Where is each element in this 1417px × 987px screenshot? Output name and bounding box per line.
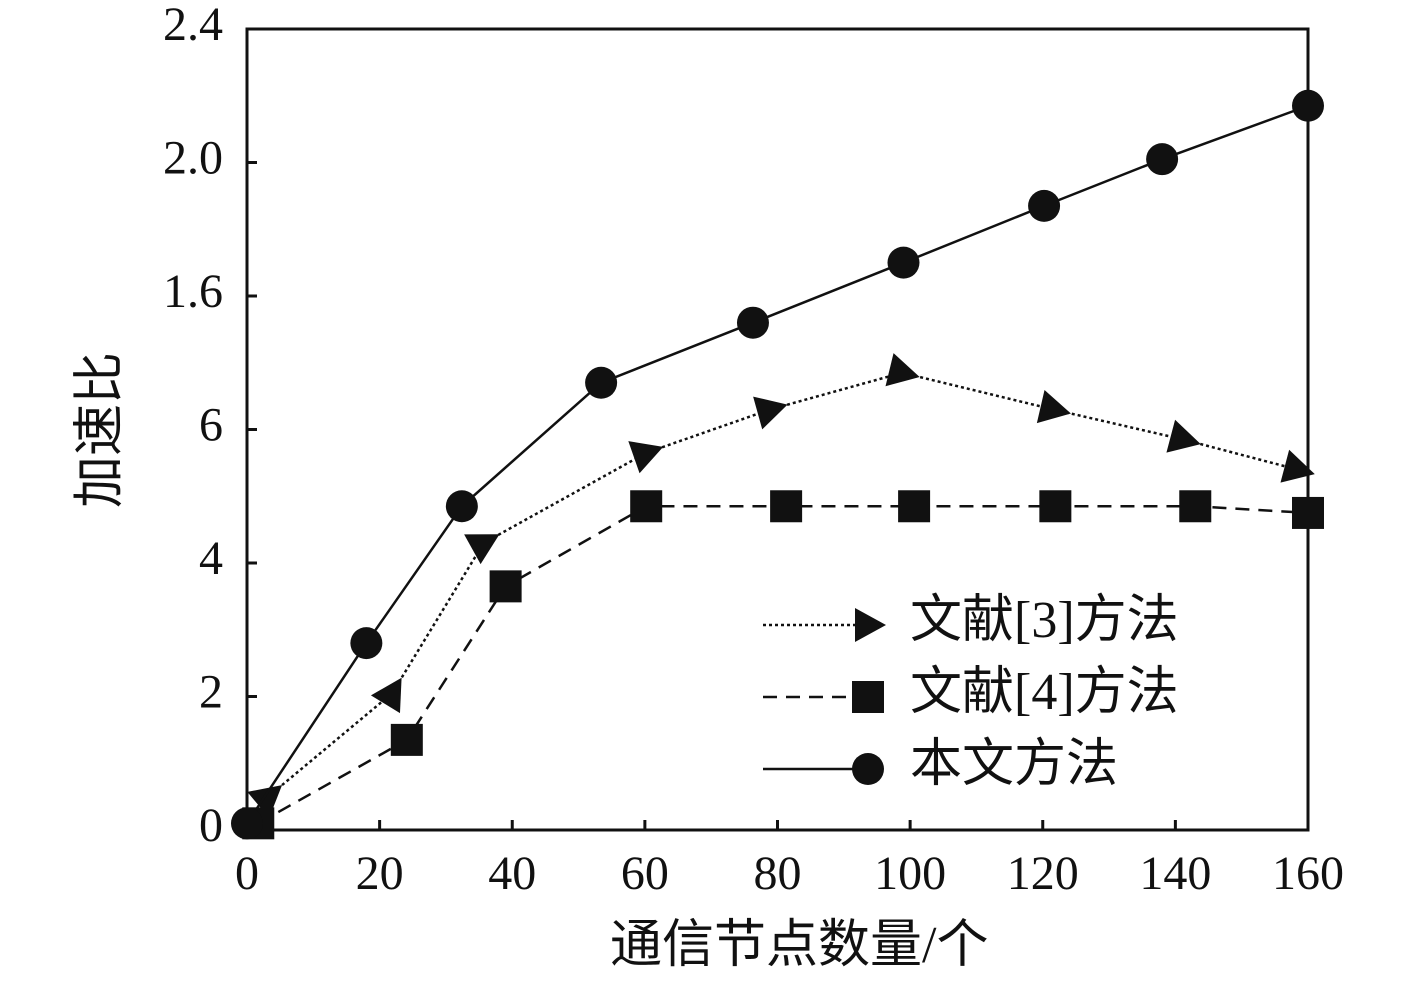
- marker: [247, 785, 283, 819]
- marker: [628, 441, 664, 474]
- marker: [1166, 419, 1201, 453]
- x-tick-label: 100: [874, 847, 946, 900]
- marker: [445, 490, 478, 523]
- marker: [1179, 490, 1212, 523]
- x-tick-label: 40: [488, 847, 536, 900]
- legend-label: 文献[3]方法: [910, 592, 1179, 649]
- legend-label: 文献[4]方法: [910, 664, 1179, 721]
- legend-label: 本文方法: [910, 736, 1118, 793]
- marker: [585, 366, 618, 399]
- marker: [1028, 189, 1061, 222]
- marker: [887, 246, 920, 279]
- y-tick-label: 2: [199, 666, 223, 719]
- x-tick-label: 60: [621, 847, 669, 900]
- marker: [852, 753, 884, 785]
- y-tick-label: 0: [199, 799, 223, 852]
- y-axis-label: 加速比: [72, 352, 129, 508]
- marker: [770, 490, 803, 523]
- marker: [1292, 89, 1324, 122]
- y-tick-label: 2.4: [163, 0, 223, 51]
- marker: [736, 306, 769, 339]
- marker: [898, 490, 931, 523]
- y-tick-label: 1.6: [163, 265, 223, 318]
- x-tick-label: 80: [754, 847, 802, 900]
- x-tick-label: 120: [1007, 847, 1079, 900]
- marker: [1146, 143, 1179, 176]
- marker: [370, 677, 402, 714]
- marker: [852, 681, 884, 713]
- marker: [350, 627, 383, 660]
- x-tick-label: 0: [235, 847, 259, 900]
- x-axis-label: 通信节点数量/个: [610, 917, 988, 974]
- x-tick-label: 20: [356, 847, 404, 900]
- marker: [1292, 496, 1324, 529]
- marker: [489, 570, 522, 603]
- marker: [1280, 449, 1315, 483]
- marker: [1036, 389, 1071, 424]
- marker: [753, 396, 788, 430]
- marker: [630, 490, 663, 523]
- marker: [231, 807, 263, 840]
- marker: [885, 353, 920, 387]
- y-tick-label: 2.0: [163, 132, 223, 185]
- x-tick-label: 160: [1272, 847, 1344, 900]
- marker: [1039, 490, 1072, 523]
- y-tick-label: 6: [199, 399, 223, 452]
- x-tick-label: 140: [1139, 847, 1211, 900]
- marker: [464, 534, 500, 565]
- y-tick-label: 4: [199, 532, 223, 585]
- marker: [390, 723, 423, 756]
- marker: [855, 608, 886, 642]
